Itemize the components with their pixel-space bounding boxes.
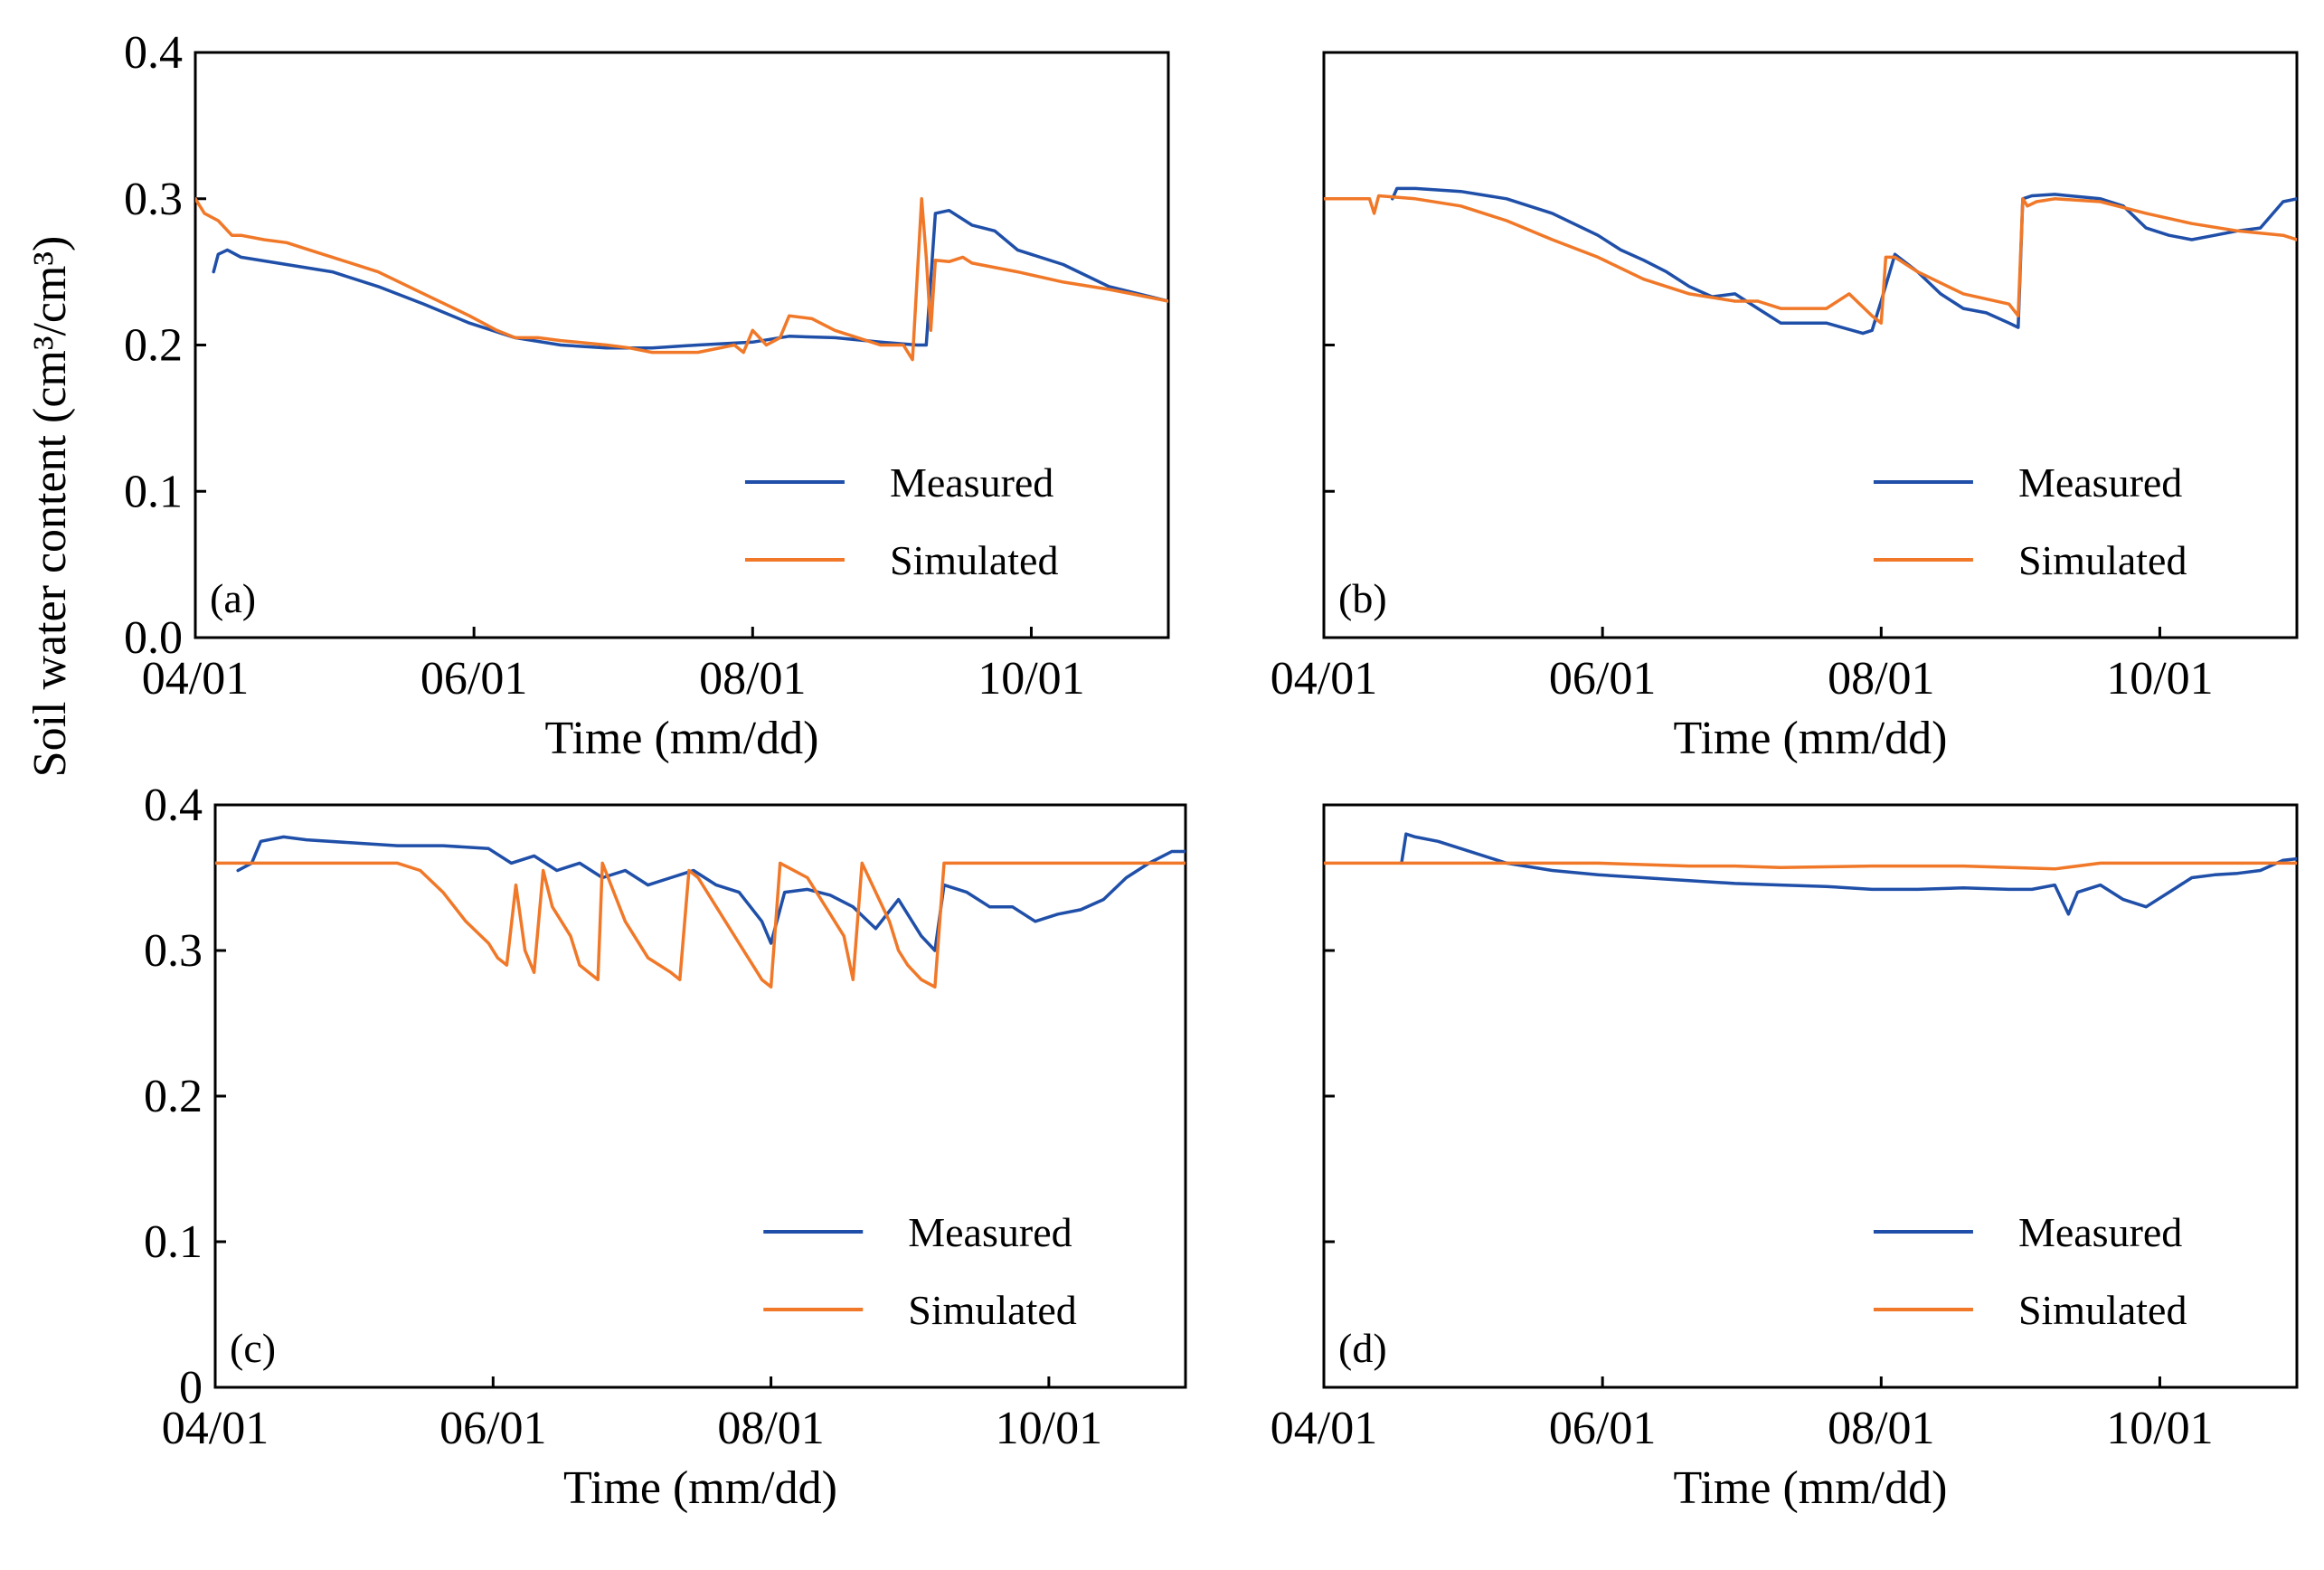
panel-d-series-measured [1400, 832, 2297, 916]
panel-c-y-tick-label: 0.4 [144, 780, 203, 831]
panel-c-series-measured [236, 835, 1186, 952]
panel-a-y-tick-label: 0.2 [124, 320, 183, 372]
panel-d-x-tick-label: 06/01 [1549, 1403, 1656, 1454]
panel-d-label: (d) [1338, 1325, 1387, 1371]
panel-c-legend-label-simulated: Simulated [908, 1287, 1077, 1333]
panel-c-y-tick-label: 0.2 [144, 1071, 203, 1122]
panel-b-x-tick-label: 06/01 [1549, 653, 1656, 705]
panel-a-x-axis-title: Time (mm/dd) [545, 713, 819, 764]
panel-a-label: (a) [210, 575, 256, 621]
panel-b-x-tick-label: 08/01 [1828, 653, 1934, 705]
panel-d-series-simulated [1324, 861, 2297, 871]
panel-d-x-axis-title: Time (mm/dd) [1674, 1462, 1948, 1514]
panel-a-legend-label-measured: Measured [890, 459, 1053, 506]
panel-d: 04/01 06/01 08/01 10/01 Time (mm/dd) Measured… [1271, 803, 2299, 1514]
panel-c-y-tick-label: 0.1 [144, 1216, 203, 1268]
shared-y-axis-title: Soil water content (cm³/cm³) [24, 236, 76, 778]
panel-d-legend-label-simulated: Simulated [2018, 1287, 2187, 1333]
panel-c-x-tick-label: 10/01 [996, 1403, 1102, 1454]
panel-c-series-simulated [215, 861, 1186, 989]
panel-d-x-tick-label: 08/01 [1828, 1403, 1934, 1454]
panel-a-legend-label-simulated: Simulated [890, 537, 1059, 583]
panel-b-x-axis-title: Time (mm/dd) [1674, 713, 1948, 764]
panel-b-legend-label-simulated: Simulated [2018, 537, 2187, 583]
panel-b-series-measured [1391, 186, 2297, 336]
panel-a-series-measured [212, 208, 1168, 350]
panel-c-y-tick-label: 0 [179, 1362, 203, 1414]
panel-b: 04/01 06/01 08/01 10/01 Time (mm/dd) Measured… [1271, 51, 2299, 764]
panel-b-x-tick-label: 10/01 [2106, 653, 2213, 705]
panel-a: 0.0 0.1 0.2 0.3 0.4 04/01 06/01 08/01 10/01 Time … [124, 27, 1170, 764]
panel-a-x-tick-label: 04/01 [142, 653, 249, 705]
panel-d-x-tick-label: 10/01 [2106, 1403, 2213, 1454]
panel-c-x-axis-title: Time (mm/dd) [563, 1462, 837, 1514]
panel-b-x-tick-label: 04/01 [1271, 653, 1377, 705]
panel-a-y-tick-label: 0.4 [124, 27, 183, 79]
panel-a-y-tick-label: 0.0 [124, 612, 183, 664]
panel-a-series-simulated [195, 197, 1168, 362]
panel-c-label: (c) [230, 1325, 276, 1371]
panel-c-legend-label-measured: Measured [908, 1209, 1072, 1255]
panel-c: 0 0.1 0.2 0.3 0.4 04/01 06/01 08/01 10/01 Time (m… [144, 780, 1187, 1514]
panel-a-x-tick-label: 10/01 [978, 653, 1084, 705]
panel-b-legend-label-measured: Measured [2018, 459, 2182, 506]
panel-c-x-tick-label: 04/01 [162, 1403, 269, 1454]
panel-c-x-tick-label: 06/01 [439, 1403, 546, 1454]
panel-b-label: (b) [1338, 575, 1387, 621]
panel-b-series-simulated [1324, 194, 2297, 325]
panel-a-y-tick-label: 0.1 [124, 466, 183, 517]
panel-d-x-tick-label: 04/01 [1271, 1403, 1377, 1454]
panel-c-x-tick-label: 08/01 [717, 1403, 824, 1454]
panel-a-x-tick-label: 08/01 [699, 653, 806, 705]
panel-c-y-tick-label: 0.3 [144, 925, 203, 977]
panel-d-legend-label-measured: Measured [2018, 1209, 2182, 1255]
panel-a-y-tick-label: 0.3 [124, 174, 183, 225]
panel-a-x-tick-label: 06/01 [420, 653, 527, 705]
